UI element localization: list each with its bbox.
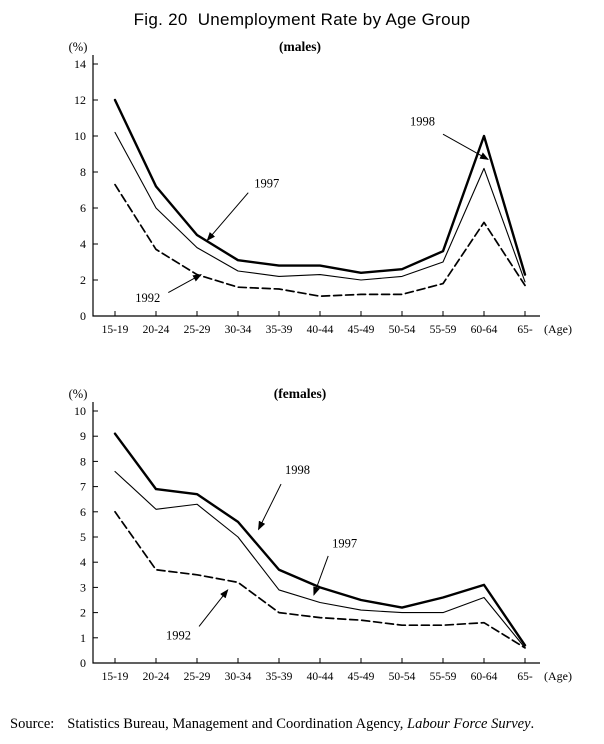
y-tick-label: 8 <box>80 165 86 179</box>
x-tick-label: 30-34 <box>225 671 252 683</box>
y-tick-label: 8 <box>80 454 86 468</box>
annotation-label-1997: 1997 <box>254 177 279 191</box>
y-tick-label: 6 <box>80 201 86 215</box>
y-axis-unit-label: (%) <box>69 40 88 54</box>
x-tick-label: 65- <box>517 671 533 683</box>
annotation-arrow-1997 <box>313 555 329 596</box>
y-tick-label: 4 <box>80 237 86 251</box>
y-tick-label: 14 <box>74 57 86 71</box>
annotation-label-1998: 1998 <box>410 115 435 129</box>
x-tick-label: 60-64 <box>471 671 498 683</box>
y-tick-label: 9 <box>80 429 86 443</box>
y-tick-label: 0 <box>80 309 86 323</box>
x-tick-label: 45-49 <box>348 324 375 336</box>
x-tick-label: 30-34 <box>225 324 252 336</box>
x-tick-label: 15-19 <box>102 671 129 683</box>
figure-title: Fig. 20 Unemployment Rate by Age Group <box>133 10 471 29</box>
x-tick-label: 25-29 <box>184 324 211 336</box>
x-tick-label: 25-29 <box>184 671 211 683</box>
annotation-arrow-1997 <box>206 192 249 242</box>
y-axis-unit-label: (%) <box>69 387 88 401</box>
x-tick-label: 40-44 <box>307 671 334 683</box>
axes <box>92 402 540 664</box>
annotation-arrow-1992 <box>198 589 229 627</box>
x-tick-label: 35-39 <box>266 671 293 683</box>
y-tick-label: 1 <box>80 631 86 645</box>
annotation-label-1992: 1992 <box>166 628 191 642</box>
series-line-1997 <box>114 470 526 649</box>
x-tick-label: 65- <box>517 324 533 336</box>
y-tick-label: 6 <box>80 505 86 519</box>
annotation-arrow-1992 <box>168 274 202 294</box>
source-text: Statistics Bureau, Management and Coordi… <box>67 716 408 732</box>
x-tick-label: 15-19 <box>102 324 129 336</box>
source-note: Source: Statistics Bureau, Management and… <box>10 716 534 733</box>
y-tick-label: 2 <box>80 273 86 287</box>
source-publication: Labour Force Survey <box>407 716 531 732</box>
series-line-1997 <box>114 131 526 283</box>
y-tick-label: 4 <box>80 555 86 569</box>
y-tick-label: 3 <box>80 580 86 594</box>
series-line-1998 <box>113 432 527 647</box>
x-axis-unit-label: (Age) <box>544 669 572 683</box>
chart-subtitle: (females) <box>274 386 326 401</box>
y-tick-label: 0 <box>80 656 86 670</box>
x-tick-label: 50-54 <box>389 324 416 336</box>
x-tick-label: 50-54 <box>389 671 416 683</box>
annotation-label-1992: 1992 <box>135 291 160 305</box>
series-line-1992 <box>114 183 526 298</box>
y-tick-label: 5 <box>80 530 86 544</box>
x-tick-label: 20-24 <box>143 324 170 336</box>
x-tick-label: 55-59 <box>430 671 457 683</box>
annotation-label-1997: 1997 <box>332 536 357 550</box>
chart-subtitle: (males) <box>279 39 321 54</box>
males-chart: (males) (%) 0 2 4 6 8 10 12 14 15-19 20-24 25-29 30-3… <box>69 39 572 336</box>
series-line-1992 <box>114 510 526 649</box>
annotation-label-1998: 1998 <box>285 463 310 477</box>
x-tick-label: 45-49 <box>348 671 375 683</box>
axes <box>92 55 540 317</box>
annotation-arrow-1998 <box>442 133 489 160</box>
x-tick-label: 55-59 <box>430 324 457 336</box>
y-tick-label: 10 <box>74 129 86 143</box>
source-period: . <box>530 716 535 732</box>
females-chart: (females) (%) 0 1 2 3 4 5 6 7 8 9 10 15-19 20-24 25-29 3… <box>69 386 572 683</box>
y-tick-label: 7 <box>80 480 86 494</box>
annotation-arrow-1998 <box>258 483 282 531</box>
x-tick-label: 60-64 <box>471 324 498 336</box>
series-line-1998 <box>113 98 527 276</box>
x-tick-label: 40-44 <box>307 324 334 336</box>
y-tick-label: 12 <box>74 93 86 107</box>
source-prefix: Source: <box>10 716 55 732</box>
x-tick-label: 35-39 <box>266 324 293 336</box>
x-axis-unit-label: (Age) <box>544 322 572 336</box>
y-tick-label: 10 <box>74 404 86 418</box>
x-tick-label: 20-24 <box>143 671 170 683</box>
y-tick-label: 2 <box>80 606 86 620</box>
